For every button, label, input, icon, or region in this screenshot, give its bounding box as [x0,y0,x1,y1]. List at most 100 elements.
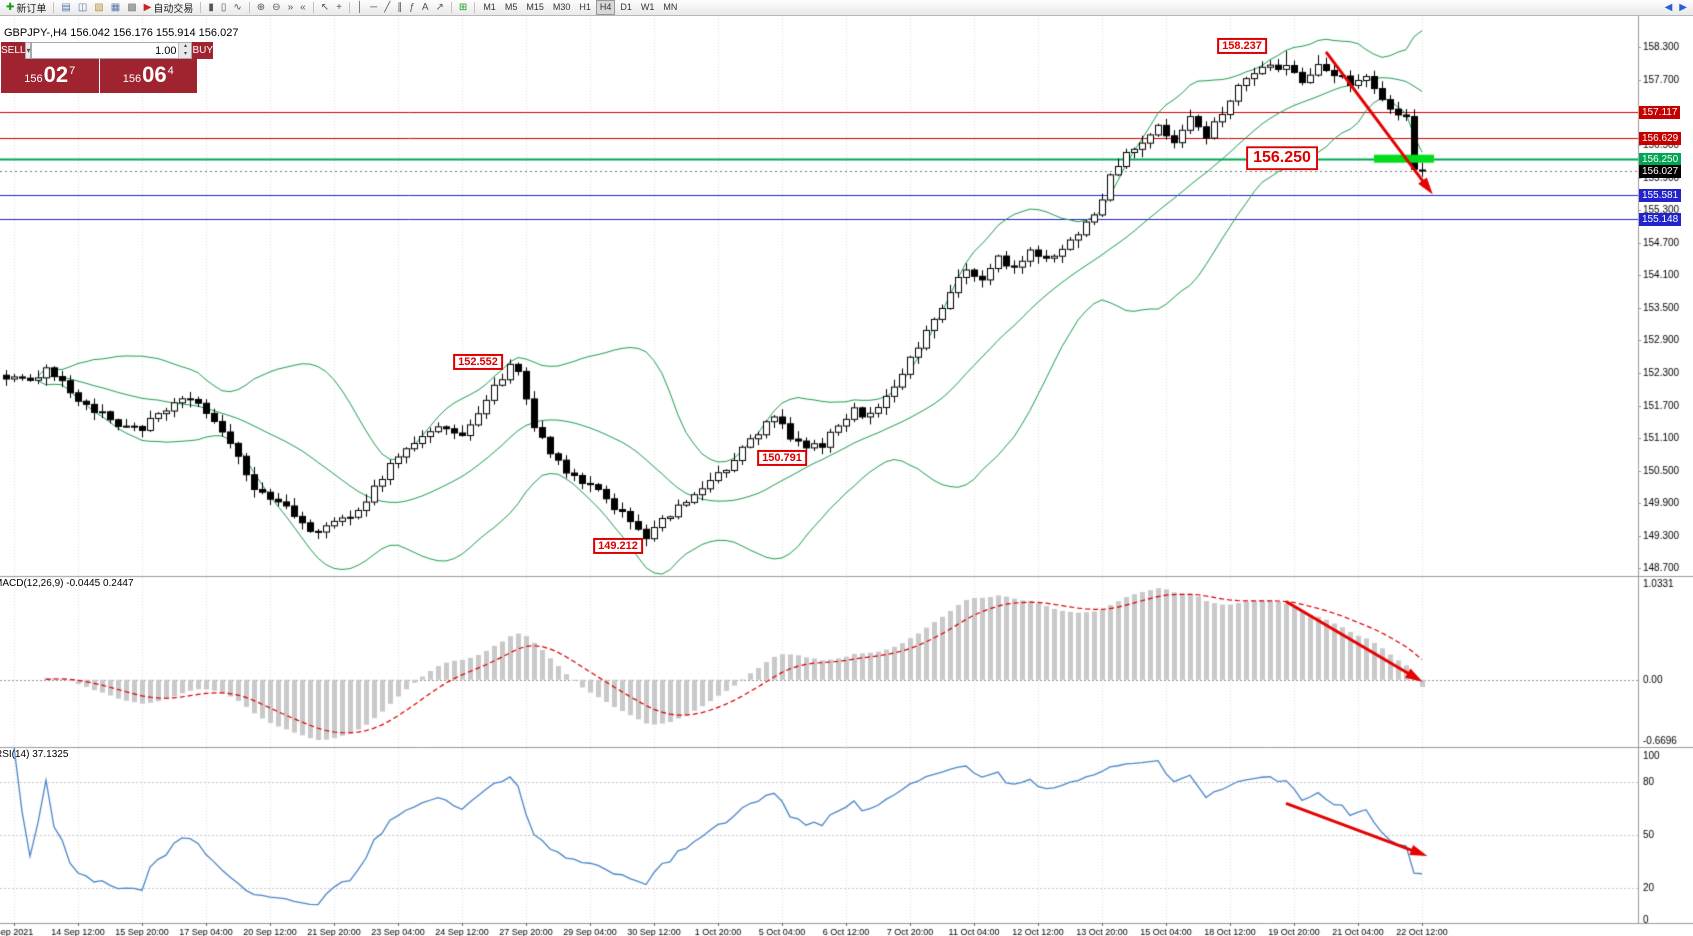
zoom-in-icon: ⊕ [256,1,266,13]
candlestick-chart-button[interactable]: ▯ [218,1,230,15]
channel-icon: ∥ [397,1,403,13]
volume-increase-button[interactable]: ▴ [179,43,192,51]
symbol-ohlc-label: GBPJPY-,H4 156.042 156.176 155.914 156.0… [4,27,239,39]
toolbar-separator [248,2,250,13]
strategy-tester-button[interactable]: ▩ [124,1,139,15]
trade-widget-header: SELL ▾ ▴ ▾ BUY [1,42,214,59]
new-order-button-label: 新订单 [16,4,47,15]
zoom-out-button[interactable]: ⊖ [269,1,283,15]
timeframe-m1-button[interactable]: M1 [483,2,496,12]
bar-chart-icon: ▮ [208,1,214,13]
line-chart-button[interactable]: ∿ [230,1,244,15]
zoom-in-button[interactable]: ⊕ [254,1,268,15]
trendline-button[interactable]: ╱ [381,1,393,15]
candlestick-chart-icon: ▯ [220,1,227,13]
market-watch-icon: ▤ [61,1,71,13]
chart-shift-button[interactable]: « [297,1,309,15]
timeframe-m5-button[interactable]: M5 [504,2,518,12]
new-order-icon: ✚ [6,1,15,13]
macd-indicator-label: MACD(12,26,9) -0.0445 0.2447 [0,578,134,589]
buy-header-button[interactable]: BUY [192,42,214,59]
price-line-axis-label: 155.581 [1639,189,1682,202]
fibonacci-icon: ƒ [409,1,415,13]
toolbar: ✚ 新订单 ▤ ◫ ▧ ▦ ▩ ▶ 自动交易 ▮ ▯ ∿ ⊕ ⊖» «↖ + │ ─ ╱ ∥ ƒ A ↗ ⊞ M1 M5 M15 M3… [0,0,1693,16]
sell-price-sup: 7 [69,65,76,77]
toolbar-separator [348,2,350,13]
timeframe-h4-button[interactable]: H4 [595,0,616,15]
scroll-back-icon: ◀ [1664,1,1673,13]
volume-input[interactable] [32,43,179,58]
crosshair-button[interactable]: + [333,1,345,15]
text-label-icon: A [421,1,429,13]
toolbar-separator [450,2,452,13]
sell-header-button[interactable]: SELL [1,42,26,59]
terminal-icon: ▦ [110,1,121,13]
trendline-icon: ╱ [384,1,391,13]
trade-widget-prices: 156 02 7 156 06 4 [1,59,197,93]
data-window-icon: ◫ [77,1,88,13]
toolbar-separator [312,2,314,13]
chevron-down-icon: ▾ [26,46,31,55]
autotrading-button[interactable]: ▶ 自动交易 [141,1,197,16]
line-chart-icon: ∿ [233,1,242,13]
autotrading-button-label: 自动交易 [153,4,194,15]
buy-price-button[interactable]: 156 06 4 [99,59,197,93]
navigator-button[interactable]: ▧ [91,1,106,15]
arrow-objects-button[interactable]: ↗ [433,1,447,15]
cursor-button[interactable]: ↖ [318,1,332,15]
zoom-out-icon: ⊖ [272,1,281,13]
buy-price-big: 06 [142,62,167,87]
fibonacci-button[interactable]: ƒ [406,1,418,15]
horizontal-line-button[interactable]: ─ [367,1,380,15]
autotrading-icon: ▶ [143,1,152,13]
arrow-objects-icon: ↗ [435,1,444,13]
strategy-tester-icon: ▩ [127,1,137,13]
price-annotation-label[interactable]: 152.552 [453,354,503,371]
channel-button[interactable]: ∥ [394,1,405,15]
chart-shift-icon: « [300,1,306,13]
price-line-axis-label: 155.148 [1639,213,1682,226]
price-annotation-label[interactable]: 156.250 [1246,146,1318,170]
cursor-icon: ↖ [320,1,330,13]
timeframe-d1-button[interactable]: D1 [620,2,632,12]
price-line-axis-label: 156.629 [1639,132,1682,145]
scroll-back-button[interactable]: ◀ [1662,1,1676,15]
new-order-button[interactable]: ✚ 新订单 [3,1,49,16]
chart-canvas[interactable] [0,16,1693,936]
price-annotation-label[interactable]: 158.237 [1217,38,1267,55]
text-label-button[interactable]: A [419,1,432,15]
bar-chart-button[interactable]: ▮ [205,1,217,15]
indicators-button[interactable]: ⊞ [456,1,470,15]
chart-area: GBPJPY-,H4 156.042 156.176 155.914 156.0… [0,16,1693,936]
navigator-icon: ▧ [94,1,104,13]
buy-price-prefix: 156 [122,73,142,85]
data-window-button[interactable]: ◫ [75,1,90,15]
volume-preset-dropdown[interactable]: ▾ [25,42,32,59]
scroll-forward-button[interactable]: ▶ [1676,1,1690,15]
timeframe-mn-button[interactable]: MN [663,2,678,12]
volume-decrease-button[interactable]: ▾ [179,50,192,58]
crosshair-icon: + [336,1,342,13]
sell-price-button[interactable]: 156 02 7 [1,59,99,93]
indicators-icon: ⊞ [458,1,468,13]
timeframe-m30-button[interactable]: M30 [552,2,571,12]
terminal-button[interactable]: ▦ [108,1,123,15]
timeframe-m15-button[interactable]: M15 [526,2,544,12]
timeframe-w1-button[interactable]: W1 [640,2,655,12]
auto-scroll-button[interactable]: » [285,1,297,15]
horizontal-line-icon: ─ [370,1,378,13]
price-annotation-label[interactable]: 150.791 [757,450,807,467]
toolbar-separator [200,2,202,13]
sell-price-big: 02 [43,62,69,87]
market-watch-button[interactable]: ▤ [58,1,73,15]
vertical-line-button[interactable]: │ [354,1,366,15]
current-price-axis-label: 156.027 [1639,165,1682,178]
vertical-line-icon: │ [356,1,364,13]
volume-field: ▴ ▾ [31,42,193,59]
timeframe-h1-button[interactable]: H1 [579,2,591,12]
price-annotation-label[interactable]: 149.212 [593,538,643,555]
sell-price-prefix: 156 [24,73,43,85]
rsi-indicator-label: RSI(14) 37.1325 [0,749,69,760]
